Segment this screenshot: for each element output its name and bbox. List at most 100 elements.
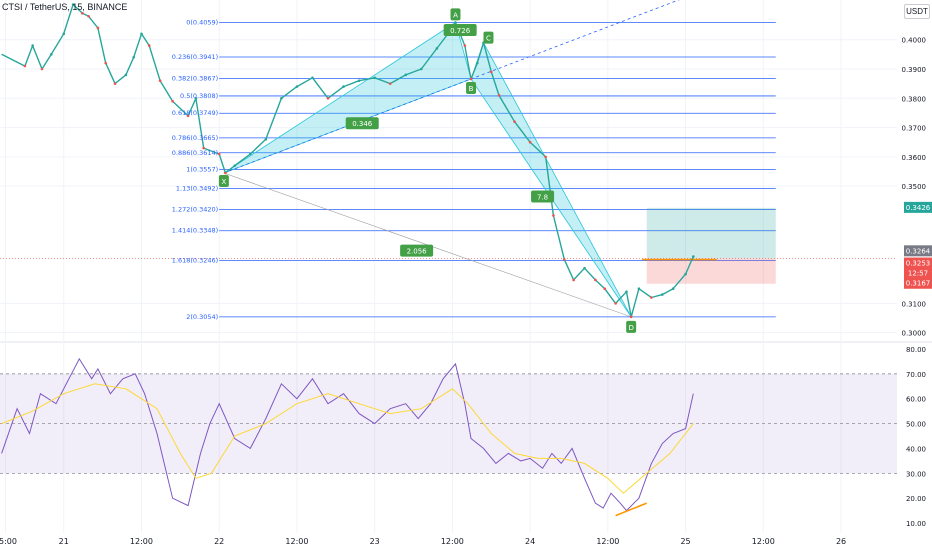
fib-level-label: 1(0.3557) xyxy=(186,165,218,173)
target-zone xyxy=(646,207,776,259)
price-point xyxy=(342,85,345,88)
fib-level-label: 0.236(0.3941) xyxy=(172,53,218,61)
price-point xyxy=(311,76,314,80)
price-point xyxy=(132,55,135,59)
price-point xyxy=(637,287,641,291)
xb-projection-line xyxy=(223,0,680,174)
pattern-ratio-label: 7.8 xyxy=(537,193,548,201)
pattern-point-badge xyxy=(466,81,477,94)
price-point xyxy=(140,32,143,36)
price-tick-label: 0.3800 xyxy=(902,95,927,103)
time-tick-label: 25 xyxy=(680,537,690,546)
price-point xyxy=(81,12,84,15)
pattern-point-label: C xyxy=(486,35,491,43)
price-point xyxy=(248,152,252,156)
price-point xyxy=(469,77,473,81)
price-point xyxy=(23,64,27,68)
fib-level-label: 0.382(0.3867) xyxy=(172,75,218,83)
pattern-point-badge xyxy=(450,8,461,21)
price-tick-label: 0.3100 xyxy=(902,300,927,308)
price-point xyxy=(692,255,695,258)
time-tick-label: 15:00 xyxy=(0,537,17,546)
price-point xyxy=(650,296,653,299)
rsi-tick-label: 60.00 xyxy=(906,396,926,404)
price-tick-label: 0.3700 xyxy=(902,125,927,133)
rsi-divergence-line xyxy=(615,502,648,517)
price-point xyxy=(435,47,439,50)
price-tick-label: 0.3000 xyxy=(902,330,927,338)
price-point xyxy=(388,82,392,85)
price-point xyxy=(454,21,457,24)
price-point xyxy=(594,278,597,282)
price-point xyxy=(497,94,501,97)
price-point xyxy=(357,79,361,83)
time-tick-label: 12:00 xyxy=(596,537,619,546)
price-point xyxy=(463,44,467,47)
pattern-point-badge xyxy=(218,175,229,187)
pattern-point-label: X xyxy=(221,178,226,186)
time-tick-label: 26 xyxy=(836,537,846,546)
price-point xyxy=(280,96,283,100)
pattern-point-badge xyxy=(626,320,637,333)
price-point xyxy=(40,67,44,71)
price-point xyxy=(583,266,586,270)
price-point xyxy=(572,278,575,282)
price-badge xyxy=(904,245,932,257)
price-point xyxy=(217,152,221,156)
price-tick-label: 0.4000 xyxy=(902,37,927,45)
time-tick-label: 22 xyxy=(214,537,224,546)
price-point xyxy=(96,26,100,30)
time-tick-label: 24 xyxy=(525,537,535,546)
price-point xyxy=(31,44,34,47)
price-point xyxy=(71,3,75,6)
price-point xyxy=(614,302,617,305)
fib-level-label: 1.414(0.3348) xyxy=(172,227,218,235)
price-point xyxy=(603,287,607,291)
price-badge xyxy=(904,277,932,289)
price-point xyxy=(528,140,532,144)
price-point xyxy=(489,70,493,74)
rsi-tick-label: 40.00 xyxy=(906,445,926,453)
price-point xyxy=(50,53,53,56)
price-badge-label: 12:57 xyxy=(908,270,928,278)
rsi-tick-label: 10.00 xyxy=(906,520,926,528)
time-tick-label: 12:00 xyxy=(285,537,308,546)
price-badge xyxy=(904,257,932,269)
rsi-ma-line xyxy=(1,383,694,494)
price-point xyxy=(625,290,628,293)
price-point xyxy=(87,14,90,18)
pattern-point-badge xyxy=(483,31,494,44)
price-tick-label: 0.3500 xyxy=(902,183,927,191)
pattern-ratio-badge xyxy=(443,24,477,37)
price-badge-label: 0.3426 xyxy=(906,204,931,212)
price-point xyxy=(186,114,190,118)
currency-button[interactable]: USDT xyxy=(904,4,930,19)
price-point xyxy=(544,155,547,159)
price-point xyxy=(419,67,423,71)
price-badge xyxy=(904,201,932,213)
pattern-ratio-label: 0.346 xyxy=(352,120,373,128)
rsi-band xyxy=(0,373,897,474)
price-point xyxy=(475,61,479,65)
price-badge-label: 0.3253 xyxy=(906,260,931,268)
time-tick-label: 12:00 xyxy=(130,537,153,546)
rsi-tick-label: 20.00 xyxy=(906,495,926,503)
fib-level-label: 0.886(0.3614) xyxy=(172,149,218,157)
pattern-point-label: D xyxy=(628,324,633,332)
rsi-tick-label: 70.00 xyxy=(906,371,926,379)
price-point xyxy=(233,164,237,167)
price-point xyxy=(194,96,198,100)
symbol-header[interactable]: CTSI / TetherUS, 15, BINANCE xyxy=(2,2,128,12)
price-point xyxy=(158,79,162,83)
price-point xyxy=(684,272,687,276)
time-tick-label: 12:00 xyxy=(441,537,464,546)
pattern-ratio-label: 2.056 xyxy=(407,248,428,256)
price-point xyxy=(62,32,66,36)
pattern-point-label: B xyxy=(469,85,474,93)
price-badge xyxy=(904,267,932,279)
pattern-ratio-label: 0.726 xyxy=(450,27,471,35)
price-point xyxy=(295,85,299,88)
price-point xyxy=(563,258,566,261)
